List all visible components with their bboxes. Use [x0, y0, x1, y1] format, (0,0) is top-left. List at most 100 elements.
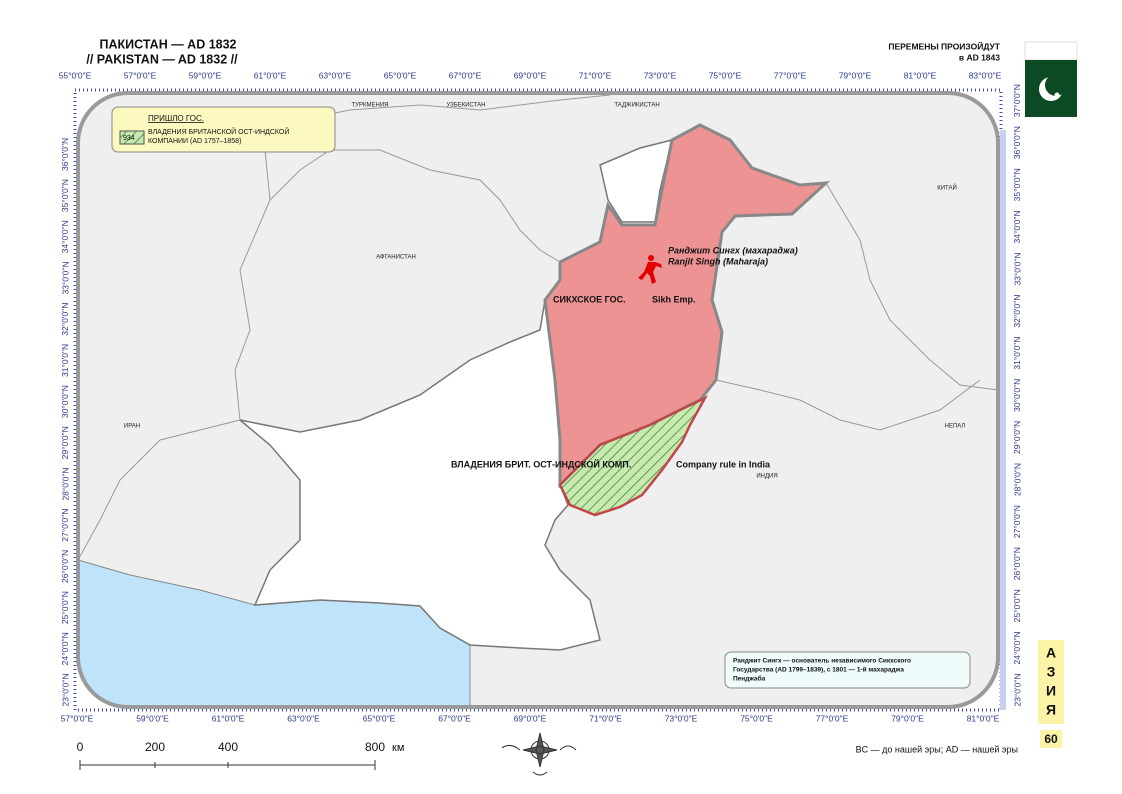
- country-label: ИНДИЯ: [756, 474, 777, 480]
- country-label: КИТАЙ: [937, 184, 957, 192]
- latitude-label: 35°0'0"N: [60, 179, 70, 212]
- flag: [1024, 41, 1078, 117]
- longitude-label: 83°0'0"E: [969, 70, 1002, 80]
- latitude-label: 26°0'0"N: [60, 550, 70, 583]
- footer-note: BC — до нашей эры; AD — нашей эры: [856, 744, 1018, 754]
- country-label: ИРАН: [124, 424, 140, 430]
- longitude-label: 77°0'0"E: [774, 70, 807, 80]
- country-label: АФГАНИСТАН: [376, 255, 416, 261]
- legend-title: ПРИШЛО ГОС.: [148, 114, 204, 123]
- latitude-label: 32°0'0"N: [60, 303, 70, 336]
- legend-swatch-code: 934: [123, 135, 135, 142]
- note-text: Ранджит Сингх — основатель независимого …: [733, 658, 911, 665]
- longitude-label: 71°0'0"E: [579, 70, 612, 80]
- compass-rose: [501, 732, 577, 776]
- ranjit-label: Ранджит Сингх (махараджа): [668, 245, 798, 255]
- latitude-label: 37°0'0"N: [1012, 84, 1022, 117]
- longitude-label: 57°0'0"E: [124, 70, 157, 80]
- longitude-label: 59°0'0"E: [189, 70, 222, 80]
- latitude-label: 23°0'0"N: [1012, 673, 1022, 706]
- pakistan-territory: [239, 297, 601, 651]
- map-body: [78, 93, 998, 707]
- longitude-label: 77°0'0"E: [816, 713, 849, 723]
- latitude-label: 36°0'0"N: [60, 138, 70, 171]
- country-label: УЗБЕКИСТАН: [447, 103, 486, 109]
- legend-text: ВЛАДЕНИЯ БРИТАНСКОЙ ОСТ-ИНДСКОЙ: [148, 127, 289, 136]
- latitude-label: 31°0'0"N: [60, 344, 70, 377]
- latitude-label: 24°0'0"N: [60, 632, 70, 665]
- country-label: ТУРКМЕНИЯ: [352, 103, 389, 109]
- longitude-label: 81°0'0"E: [904, 70, 937, 80]
- side-tab-letter: З: [1047, 664, 1056, 680]
- legend-swatch: [119, 130, 145, 145]
- sikh-empire: [543, 123, 831, 489]
- longitude-label: 75°0'0"E: [709, 70, 742, 80]
- side-tab-letter: И: [1046, 683, 1056, 699]
- latitude-label: 30°0'0"N: [1012, 379, 1022, 412]
- side-tab-letter: Я: [1046, 702, 1056, 718]
- change-note: в AD 1843: [959, 52, 1000, 62]
- scale-unit: км: [392, 742, 404, 754]
- ranjit-label: Ranjit Singh (Maharaja): [668, 256, 768, 266]
- latitude-label: 34°0'0"N: [1012, 210, 1022, 243]
- page-number: 60: [1044, 732, 1058, 746]
- longitude-label: 67°0'0"E: [438, 713, 471, 723]
- note-box: [724, 651, 971, 689]
- note-text: Государства (AD 1799–1839), с 1801 — 1-й…: [733, 666, 904, 674]
- longitude-label: 59°0'0"E: [136, 713, 169, 723]
- longitude-label: 69°0'0"E: [514, 70, 547, 80]
- latitude-label: 28°0'0"N: [60, 467, 70, 500]
- longitude-label: 63°0'0"E: [287, 713, 320, 723]
- longitude-label: 75°0'0"E: [740, 713, 773, 723]
- sikh-label: СИКХСКОЕ ГОС.: [553, 294, 626, 304]
- longitude-label: 57°0'0"E: [61, 713, 94, 723]
- longitude-label: 73°0'0"E: [644, 70, 677, 80]
- latitude-label: 27°0'0"N: [1012, 505, 1022, 538]
- longitude-label: 61°0'0"E: [212, 713, 245, 723]
- latitude-label: 36°0'0"N: [1012, 126, 1022, 159]
- page-box: [1040, 730, 1062, 748]
- latitude-label: 35°0'0"N: [1012, 168, 1022, 201]
- latitude-label: 26°0'0"N: [1012, 547, 1022, 580]
- latitude-label: 25°0'0"N: [1012, 589, 1022, 622]
- note-text: Пенджаба: [733, 675, 766, 683]
- latitude-label: 32°0'0"N: [1012, 295, 1022, 328]
- change-note: ПЕРЕМЕНЫ ПРОИЗОЙДУТ: [888, 40, 1000, 51]
- country-label: ТАДЖИКИСТАН: [614, 103, 659, 109]
- latitude-label: 34°0'0"N: [60, 220, 70, 253]
- longitude-label: 55°0'0"E: [59, 70, 92, 80]
- legend-box: [111, 106, 336, 153]
- country-label: НЕПАЛ: [945, 424, 966, 430]
- longitude-label: 79°0'0"E: [891, 713, 924, 723]
- longitude-label: 73°0'0"E: [665, 713, 698, 723]
- scale-label: 400: [218, 740, 238, 754]
- longitude-label: 71°0'0"E: [589, 713, 622, 723]
- latitude-label: 24°0'0"N: [1012, 631, 1022, 664]
- longitude-label: 79°0'0"E: [839, 70, 872, 80]
- scale-label: 200: [145, 740, 165, 754]
- latitude-label: 23°0'0"N: [60, 673, 70, 706]
- map-frame: [76, 91, 1000, 709]
- latitude-label: 29°0'0"N: [60, 426, 70, 459]
- longitude-label: 65°0'0"E: [363, 713, 396, 723]
- latitude-label: 33°0'0"N: [60, 261, 70, 294]
- scale-label: 800: [365, 740, 385, 754]
- sikh-label: Sikh Emp.: [652, 294, 696, 304]
- longitude-label: 69°0'0"E: [514, 713, 547, 723]
- company-label: Company rule in India: [676, 459, 771, 469]
- latitude-label: 28°0'0"N: [1012, 463, 1022, 496]
- ranjit-icon: [638, 255, 662, 284]
- longitude-label: 67°0'0"E: [449, 70, 482, 80]
- latitude-label: 31°0'0"N: [1012, 337, 1022, 370]
- longitude-label: 65°0'0"E: [384, 70, 417, 80]
- company-rule: [558, 395, 709, 517]
- legend-text: КОМПАНИИ (AD 1757–1858): [148, 138, 241, 145]
- latitude-label: 25°0'0"N: [60, 591, 70, 624]
- company-label: ВЛАДЕНИЯ БРИТ. ОСТ-ИНДСКОЙ КОМП.: [451, 458, 631, 469]
- latitude-label: 33°0'0"N: [1012, 252, 1022, 285]
- latitude-label: 27°0'0"N: [60, 509, 70, 542]
- side-tab: [1038, 640, 1064, 724]
- scale-bar: [79, 760, 376, 770]
- scale-label: 0: [77, 740, 84, 754]
